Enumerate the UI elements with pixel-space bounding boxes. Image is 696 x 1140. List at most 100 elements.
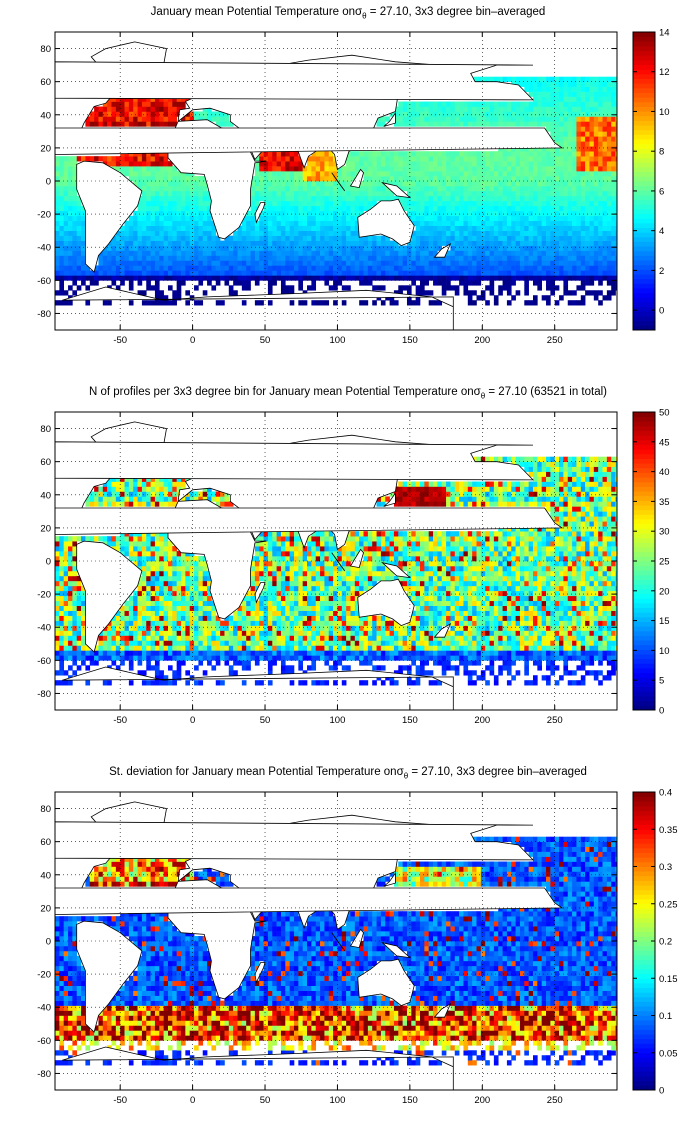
heatmap-cell <box>167 200 173 207</box>
heatmap-cell <box>263 245 269 251</box>
heatmap-cell <box>146 650 151 656</box>
heatmap-cell <box>146 600 151 606</box>
heatmap-cell <box>137 161 143 167</box>
heatmap-cell <box>580 230 586 236</box>
heatmap-cell <box>272 195 277 202</box>
heatmap-cell <box>194 185 199 192</box>
heatmap-cell <box>506 176 512 182</box>
heatmap-cell <box>241 665 247 671</box>
heatmap-cell <box>176 205 182 212</box>
heatmap-cell <box>320 176 325 182</box>
heatmap-cell <box>550 101 556 107</box>
heatmap-cell <box>272 171 277 177</box>
heatmap-cell <box>433 300 438 306</box>
heatmap-cell <box>141 551 147 557</box>
heatmap-cell <box>176 660 182 666</box>
heatmap-cell <box>141 200 147 207</box>
heatmap-cell <box>602 265 608 271</box>
colorbar-segment <box>633 92 655 98</box>
heatmap-cell <box>154 650 160 656</box>
heatmap-cell <box>167 585 173 592</box>
heatmap-cell <box>176 280 182 286</box>
heatmap-cell <box>415 116 421 122</box>
heatmap-cell <box>398 156 403 162</box>
heatmap-cell <box>133 615 138 621</box>
heatmap-cell <box>511 111 516 117</box>
heatmap-cell <box>159 166 164 172</box>
heatmap-cell <box>198 640 204 646</box>
heatmap-cell <box>328 245 334 251</box>
heatmap-cell <box>528 101 534 107</box>
heatmap-cell <box>567 141 573 147</box>
heatmap-cell <box>102 645 108 651</box>
heatmap-cell <box>559 106 564 112</box>
heatmap-cell <box>185 96 191 102</box>
colorbar-segment <box>633 153 655 159</box>
heatmap-cell <box>554 151 560 157</box>
heatmap-cell <box>76 156 82 162</box>
heatmap-cell <box>519 215 525 222</box>
heatmap-cell <box>185 610 191 616</box>
heatmap-cell <box>128 556 134 562</box>
heatmap-cell <box>55 215 60 222</box>
heatmap-cell <box>446 195 451 202</box>
heatmap-cell <box>467 265 473 271</box>
heatmap-cell <box>550 86 556 92</box>
heatmap-cell <box>472 275 477 281</box>
heatmap-cell <box>311 270 317 276</box>
heatmap-cell <box>615 96 617 102</box>
heatmap-cell <box>532 270 538 276</box>
heatmap-cell <box>254 561 260 567</box>
heatmap-cell <box>246 645 251 651</box>
heatmap-cell <box>602 260 608 266</box>
heatmap-cell <box>194 620 199 626</box>
heatmap-cell <box>254 230 260 236</box>
heatmap-cell <box>94 275 99 281</box>
heatmap-cell <box>189 615 195 621</box>
heatmap-cell <box>602 225 608 231</box>
heatmap-cell <box>341 255 347 261</box>
heatmap-cell <box>198 220 204 226</box>
heatmap-cell <box>202 620 208 626</box>
heatmap-cell <box>415 230 421 236</box>
heatmap-cell <box>559 270 564 276</box>
heatmap-cell <box>580 185 586 192</box>
heatmap-cell <box>189 650 195 656</box>
heatmap-cell <box>72 575 78 582</box>
heatmap-cell <box>198 240 204 246</box>
heatmap-cell <box>467 225 473 231</box>
heatmap-cell <box>559 235 564 241</box>
heatmap-cell <box>293 250 299 256</box>
heatmap-cell <box>350 265 356 271</box>
heatmap-cell <box>176 615 182 621</box>
heatmap-cell <box>532 116 538 122</box>
heatmap-cell <box>467 151 473 157</box>
heatmap-cell <box>372 156 377 162</box>
heatmap-cell <box>411 280 416 286</box>
heatmap-cell <box>611 230 616 236</box>
heatmap-cell <box>415 121 421 127</box>
heatmap-cell <box>354 195 360 202</box>
heatmap-cell <box>580 121 586 127</box>
heatmap-cell <box>537 181 542 187</box>
heatmap-cell <box>215 640 221 646</box>
heatmap-cell <box>598 91 603 97</box>
heatmap-cell <box>615 260 617 266</box>
heatmap-cell <box>181 265 186 271</box>
heatmap-cell <box>337 215 343 222</box>
heatmap-cell <box>515 190 521 197</box>
heatmap-cell <box>585 210 590 217</box>
heatmap-cell <box>459 166 464 172</box>
heatmap-cell <box>506 205 512 212</box>
heatmap-cell <box>185 565 191 572</box>
heatmap-cell <box>246 605 251 611</box>
heatmap-cell <box>615 280 617 286</box>
heatmap-cell <box>72 220 78 226</box>
heatmap-cell <box>137 660 143 666</box>
heatmap-cell <box>611 136 616 142</box>
heatmap-cell <box>424 185 430 192</box>
heatmap-cell <box>485 151 490 157</box>
heatmap-cell <box>528 86 534 92</box>
heatmap-cell <box>524 116 529 122</box>
heatmap-cell <box>528 215 534 222</box>
